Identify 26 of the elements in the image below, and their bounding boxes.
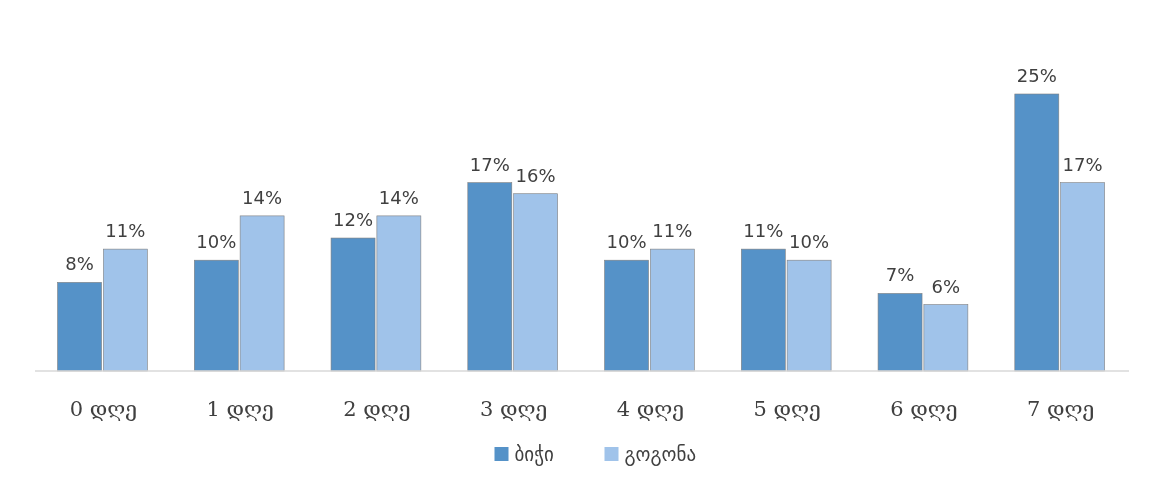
data-label: 14% — [242, 186, 283, 208]
x-tick-label: 1 დღე — [206, 397, 274, 421]
x-tick-label: 5 დღე — [753, 397, 821, 421]
data-label: 14% — [378, 186, 419, 208]
data-label: 8% — [65, 253, 94, 275]
x-tick-label: 2 დღე — [343, 397, 411, 421]
data-label: 6% — [931, 275, 961, 297]
data-label: 17% — [1062, 153, 1103, 175]
x-tick-label: 4 დღე — [616, 397, 685, 421]
data-label: 16% — [515, 164, 556, 186]
data-label: 7% — [885, 264, 915, 286]
data-label: 12% — [333, 209, 374, 231]
legend-label: ბიჭი — [514, 443, 554, 466]
x-tick-label: 3 დღე — [479, 397, 548, 421]
data-label: 17% — [469, 153, 510, 175]
data-label: 25% — [1016, 65, 1057, 86]
x-tick-label: 6 დღე — [890, 397, 958, 421]
x-tick-label: 0 დღე — [69, 397, 138, 421]
data-label: 10% — [606, 231, 647, 253]
data-label: 11% — [652, 220, 693, 242]
data-label: 11% — [105, 220, 146, 242]
data-label: 10% — [789, 231, 830, 253]
data-label: 10% — [196, 231, 237, 253]
x-tick-label: 7 დღე — [1026, 397, 1095, 421]
legend-label: გოგონა — [624, 443, 697, 466]
data-label: 11% — [743, 220, 784, 242]
